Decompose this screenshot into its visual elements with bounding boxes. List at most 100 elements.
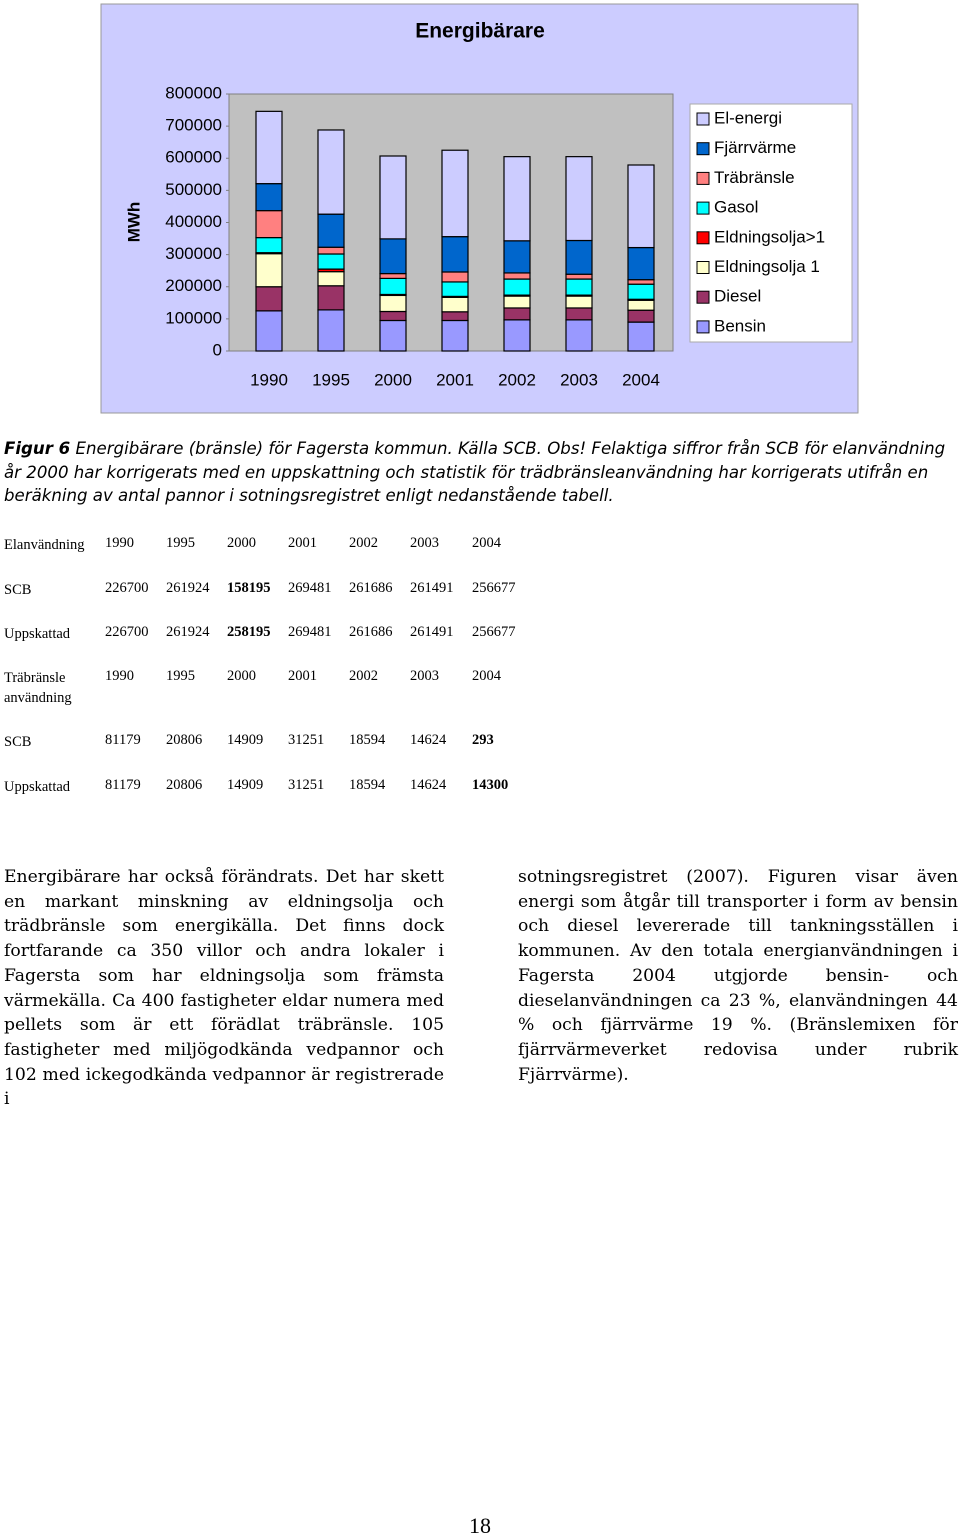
bar-segment (441, 271, 469, 283)
legend-swatch (696, 171, 710, 185)
bar-segment (317, 271, 345, 287)
table-cell: 1990 (105, 535, 134, 551)
bar-segment (255, 286, 283, 312)
table-cell: 261686 (349, 624, 393, 640)
bar-segment (627, 321, 655, 352)
bar-segment (379, 155, 407, 240)
table-cell: 256677 (472, 580, 516, 596)
bar-segment (379, 238, 407, 275)
table-cell: 258195 (227, 624, 271, 640)
x-tick-label: 2004 (622, 370, 660, 389)
bar-segment (255, 183, 283, 212)
bar-segment (317, 213, 345, 248)
body-column: sotningsregistret (2007). Figuren visar … (518, 867, 958, 1085)
row-label: Elanvändning (4, 537, 85, 553)
y-axis-label: MWh (124, 202, 143, 243)
bar-segment (627, 246, 655, 281)
legend (689, 103, 853, 343)
bar-segment (255, 253, 283, 288)
bar-segment (503, 295, 531, 309)
bar-segment (379, 277, 407, 296)
table-cell: 2002 (349, 668, 378, 684)
page-number: 18 (469, 1513, 491, 1538)
table-cell: 261924 (166, 624, 210, 640)
row-label: SCB (4, 734, 32, 750)
table-cell: 20806 (166, 777, 203, 793)
bar-segment (441, 236, 469, 273)
body-column: Energibärare har också förändrats. Det h… (4, 867, 444, 1110)
bar-segment (503, 319, 531, 352)
legend-swatch (696, 261, 710, 274)
legend-swatch (696, 290, 710, 304)
bar-segment (441, 319, 469, 352)
legend-label: Träbränsle (714, 168, 795, 187)
caption-text: Energibärare (bränsle) för Fagersta komm… (4, 439, 946, 505)
table-cell: 269481 (288, 580, 332, 596)
bar-segment (317, 253, 345, 270)
table-cell: 14624 (410, 732, 447, 748)
legend-swatch (696, 320, 710, 334)
bar-segment (503, 272, 531, 280)
table-cell: 1995 (166, 668, 195, 684)
table-cell: 31251 (288, 732, 325, 748)
table-cell: 14300 (472, 777, 509, 793)
y-tick-label: 600000 (165, 148, 222, 167)
bar-segment (255, 210, 283, 239)
table-cell: 18594 (349, 777, 386, 793)
y-tick-label: 700000 (165, 116, 222, 135)
table-cell: 31251 (288, 777, 325, 793)
table-cell: 2003 (410, 535, 439, 551)
legend-swatch (696, 112, 710, 126)
x-tick-label: 2001 (436, 370, 474, 389)
y-tick-label: 0 (213, 340, 222, 359)
bar-segment (255, 310, 283, 352)
table-cell: 81179 (105, 732, 141, 748)
table-cell: 14624 (410, 777, 447, 793)
table-cell: 2000 (227, 668, 256, 684)
bar-segment (379, 294, 407, 313)
bar-segment (627, 309, 655, 323)
bar-segment (379, 310, 407, 322)
bar-segment (441, 296, 469, 313)
bar-segment (441, 311, 469, 322)
table-cell: 2004 (472, 668, 501, 684)
table-cell: 2000 (227, 535, 256, 551)
y-tick-label: 100000 (165, 308, 222, 327)
bar-segment (441, 281, 469, 297)
table-cell: 269481 (288, 624, 332, 640)
bar-segment (565, 239, 593, 275)
legend-label: Fjärrvärme (714, 138, 796, 157)
bar-segment (503, 240, 531, 274)
table-cell: 2004 (472, 535, 501, 551)
legend-swatch (696, 201, 710, 215)
table-cell: 2001 (288, 668, 317, 684)
table-cell: 2001 (288, 535, 317, 551)
table-cell: 256677 (472, 624, 516, 640)
bar-segment (379, 319, 407, 352)
y-tick-label: 300000 (165, 244, 222, 263)
caption-label: Figur 6 (4, 439, 71, 458)
x-tick-label: 2000 (374, 370, 412, 389)
row-label: Uppskattad (4, 626, 71, 642)
table-cell: 2003 (410, 668, 439, 684)
table-cell: 226700 (105, 580, 149, 596)
table-cell: 261491 (410, 624, 454, 640)
legend-swatch (696, 231, 710, 245)
bar-segment (255, 236, 283, 254)
bar-segment (379, 272, 407, 279)
table-cell: 226700 (105, 624, 149, 640)
bar-segment (565, 295, 593, 309)
table-cell: 293 (472, 732, 494, 748)
table-cell: 14909 (227, 732, 264, 748)
bar-segment (565, 156, 593, 242)
bar-segment (317, 309, 345, 352)
x-tick-label: 2003 (560, 370, 598, 389)
bar-segment (565, 307, 593, 321)
bar-segment (565, 273, 593, 280)
table-cell: 18594 (349, 732, 386, 748)
figure-caption: Figur 6 Energibärare (bränsle) för Fager… (4, 437, 959, 508)
table-cell: 14909 (227, 777, 264, 793)
bar-segment (627, 299, 655, 311)
x-tick-label: 1995 (312, 370, 350, 389)
